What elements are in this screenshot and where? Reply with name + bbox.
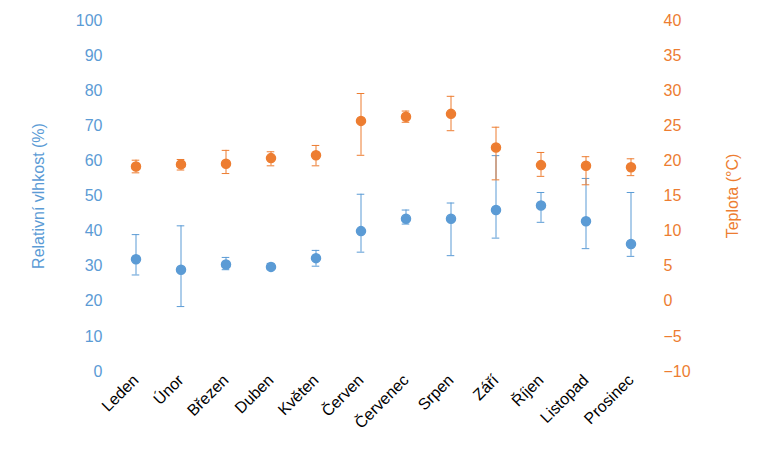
svg-text:Červenec: Červenec <box>351 371 412 432</box>
svg-text:70: 70 <box>85 117 103 134</box>
svg-text:Duben: Duben <box>231 371 276 416</box>
svg-text:−5: −5 <box>664 328 682 345</box>
svg-text:50: 50 <box>85 187 103 204</box>
svg-text:20: 20 <box>85 292 103 309</box>
svg-text:10: 10 <box>664 222 682 239</box>
svg-text:30: 30 <box>664 82 682 99</box>
svg-text:Leden: Leden <box>98 371 141 414</box>
svg-text:15: 15 <box>664 187 682 204</box>
svg-text:Září: Září <box>470 371 503 404</box>
svg-text:25: 25 <box>664 117 682 134</box>
svg-text:Prosinec: Prosinec <box>581 371 637 427</box>
svg-text:20: 20 <box>664 152 682 169</box>
svg-text:Teplota (°C): Teplota (°C) <box>724 154 741 239</box>
svg-text:40: 40 <box>664 12 682 29</box>
svg-text:5: 5 <box>664 257 673 274</box>
svg-text:90: 90 <box>85 47 103 64</box>
svg-text:−10: −10 <box>664 363 691 380</box>
svg-text:Březen: Březen <box>184 371 232 419</box>
svg-text:80: 80 <box>85 82 103 99</box>
svg-text:Květen: Květen <box>274 371 321 418</box>
svg-text:100: 100 <box>76 12 103 29</box>
svg-text:40: 40 <box>85 222 103 239</box>
svg-text:10: 10 <box>85 328 103 345</box>
svg-text:Relativní vlhkost (%): Relativní vlhkost (%) <box>30 123 47 269</box>
svg-text:0: 0 <box>94 363 103 380</box>
svg-text:Únor: Únor <box>149 370 187 408</box>
svg-text:30: 30 <box>85 257 103 274</box>
svg-text:Říjen: Říjen <box>508 371 547 410</box>
svg-text:Listopad: Listopad <box>536 371 592 426</box>
svg-text:35: 35 <box>664 47 682 64</box>
svg-text:60: 60 <box>85 152 103 169</box>
svg-text:0: 0 <box>664 292 673 309</box>
svg-text:Srpen: Srpen <box>415 371 457 413</box>
svg-text:Červen: Červen <box>318 371 367 420</box>
